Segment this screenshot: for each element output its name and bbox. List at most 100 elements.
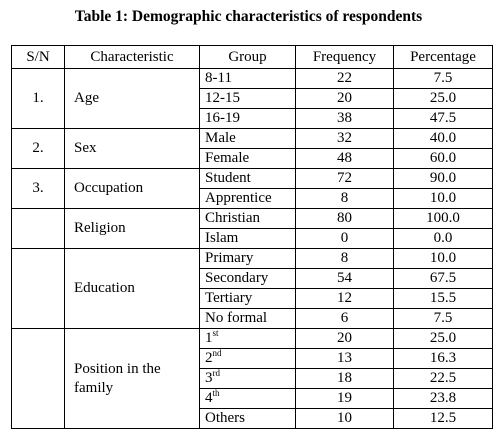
table-body: 1. Age 8-11 22 7.5 12-15 20 25.0 16-19 38 47.5 2. Se…	[11, 68, 493, 429]
table-caption: Table 1: Demographic characteristics of …	[74, 8, 423, 25]
sn-cell: 2.	[11, 128, 65, 169]
frequency-cell: 32	[295, 128, 394, 149]
frequency-cell: 38	[295, 108, 394, 129]
group-cell: Primary	[199, 248, 296, 269]
sn-cell	[11, 208, 65, 249]
characteristic-cell: Age	[64, 68, 200, 129]
percentage-cell: 22.5	[393, 368, 493, 389]
group-label: Student	[205, 170, 251, 186]
group-label: Islam	[205, 230, 239, 246]
header-characteristic: Characteristic	[64, 45, 200, 69]
percentage-cell: 25.0	[393, 88, 493, 109]
group-label: No formal	[205, 310, 268, 326]
table-row: 16-19 38 47.5	[12, 108, 493, 129]
header-group: Group	[199, 45, 296, 69]
percentage-cell: 12.5	[393, 408, 493, 429]
table-row: 3rd 18 22.5	[12, 368, 493, 389]
table-row: Others 10 12.5	[12, 408, 493, 429]
percentage-cell: 100.0	[393, 208, 493, 229]
ordinal-suffix: th	[212, 388, 220, 398]
group-cell: Islam	[199, 228, 296, 249]
group-cell: Female	[199, 148, 296, 169]
group-label: Secondary	[205, 270, 269, 286]
ordinal-suffix: st	[212, 328, 219, 338]
percentage-cell: 60.0	[393, 148, 493, 169]
frequency-cell: 6	[295, 308, 394, 329]
group-label: 1	[205, 330, 213, 346]
group-cell: 3rd	[199, 368, 296, 389]
frequency-cell: 20	[295, 328, 394, 349]
frequency-cell: 72	[295, 168, 394, 189]
frequency-cell: 54	[295, 268, 394, 289]
percentage-cell: 16.3	[393, 348, 493, 369]
group-cell: Tertiary	[199, 288, 296, 309]
percentage-cell: 90.0	[393, 168, 493, 189]
table-row: Apprentice 8 10.0	[12, 188, 493, 209]
group-cell: 8-11	[199, 68, 296, 89]
characteristic-cell: Education	[64, 248, 200, 329]
group-cell: Secondary	[199, 268, 296, 289]
frequency-cell: 13	[295, 348, 394, 369]
table-row: Education Primary 8 10.0	[11, 248, 493, 329]
percentage-cell: 7.5	[393, 308, 493, 329]
table-row: 2nd 13 16.3	[12, 348, 493, 369]
sn-cell	[11, 248, 65, 329]
frequency-cell: 20	[295, 88, 394, 109]
percentage-cell: 23.8	[393, 388, 493, 409]
table-row: 3. Occupation Student 72 90.0	[11, 168, 493, 209]
percentage-cell: 10.0	[393, 188, 493, 209]
percentage-cell: 0.0	[393, 228, 493, 249]
percentage-cell: 10.0	[393, 248, 493, 269]
demographics-table: S/N Characteristic Group Frequency Perce…	[11, 45, 493, 429]
group-cell: Christian	[199, 208, 296, 229]
table-row: Position in the family 1st 20 25.0	[11, 328, 493, 429]
table-row: 2. Sex Male 32 40.0	[11, 128, 493, 169]
group-label: Primary	[205, 250, 254, 266]
table-row: Religion Christian 80 100.0	[11, 208, 493, 249]
percentage-cell: 40.0	[393, 128, 493, 149]
group-label: 8-11	[205, 70, 232, 86]
group-label: Christian	[205, 210, 260, 226]
group-label: Male	[205, 130, 236, 146]
frequency-cell: 80	[295, 208, 394, 229]
group-cell: Others	[199, 408, 296, 429]
group-label: Others	[205, 410, 245, 426]
percentage-cell: 7.5	[393, 68, 493, 89]
characteristic-cell: Position in the family	[64, 328, 200, 429]
group-cell: 1st	[199, 328, 296, 349]
frequency-cell: 12	[295, 288, 394, 309]
frequency-cell: 22	[295, 68, 394, 89]
group-cell: 4th	[199, 388, 296, 409]
frequency-cell: 19	[295, 388, 394, 409]
frequency-cell: 8	[295, 188, 394, 209]
header-sn: S/N	[11, 45, 65, 69]
group-cell: No formal	[199, 308, 296, 329]
group-label: 12-15	[205, 90, 240, 106]
header-row: S/N Characteristic Group Frequency Perce…	[11, 45, 493, 69]
group-cell: Student	[199, 168, 296, 189]
frequency-cell: 48	[295, 148, 394, 169]
ordinal-suffix: nd	[212, 348, 222, 358]
group-label: Tertiary	[205, 290, 253, 306]
characteristic-cell: Occupation	[64, 168, 200, 209]
group-cell: Apprentice	[199, 188, 296, 209]
group-cell: 2nd	[199, 348, 296, 369]
frequency-cell: 8	[295, 248, 394, 269]
group-cell: Male	[199, 128, 296, 149]
frequency-cell: 10	[295, 408, 394, 429]
table-row: No formal 6 7.5	[12, 308, 493, 329]
group-label: 4	[205, 390, 213, 406]
sn-cell: 3.	[11, 168, 65, 209]
group-label: 2	[205, 350, 213, 366]
sn-cell: 1.	[11, 68, 65, 129]
group-cell: 12-15	[199, 88, 296, 109]
percentage-cell: 15.5	[393, 288, 493, 309]
header-frequency: Frequency	[295, 45, 394, 69]
table-row: Tertiary 12 15.5	[12, 288, 493, 309]
group-cell: 16-19	[199, 108, 296, 129]
group-label: Apprentice	[205, 190, 272, 206]
group-label: 16-19	[205, 110, 240, 126]
percentage-cell: 47.5	[393, 108, 493, 129]
characteristic-cell: Religion	[64, 208, 200, 249]
percentage-cell: 25.0	[393, 328, 493, 349]
